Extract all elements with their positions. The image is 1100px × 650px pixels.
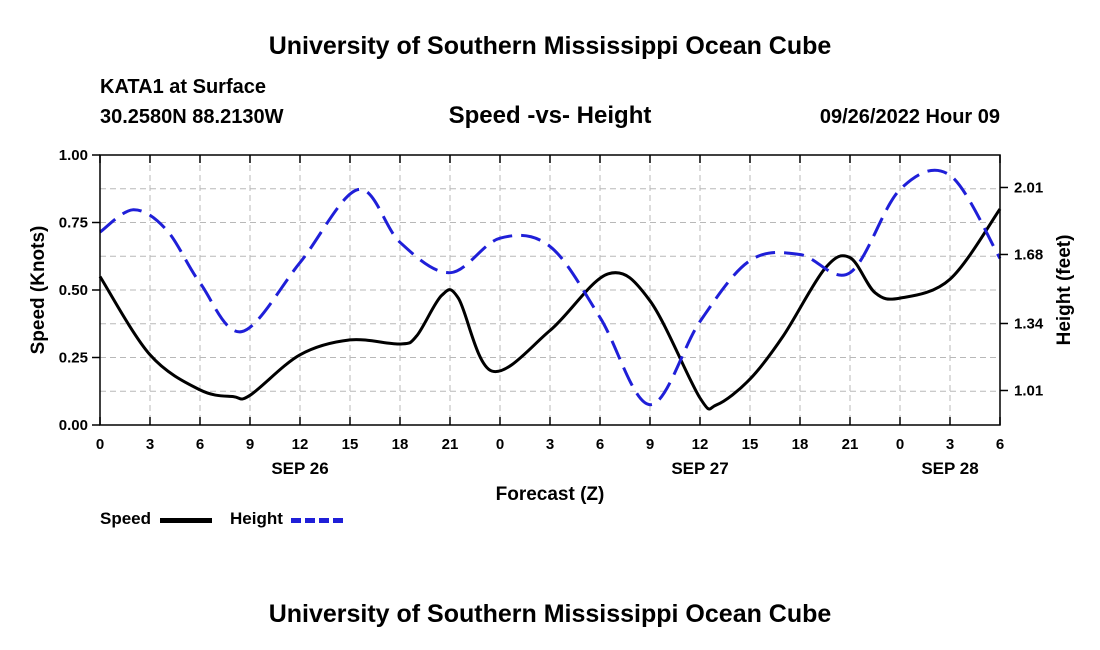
y-axis-left-title: Speed (Knots)	[28, 226, 49, 355]
y-axis-right-title: Height (feet)	[1054, 235, 1075, 346]
chart-title: Speed -vs- Height	[448, 102, 652, 129]
grid	[100, 155, 1000, 425]
x-day-label: SEP 26	[271, 459, 328, 478]
x-tick-label: 15	[342, 436, 359, 453]
x-day-label: SEP 27	[671, 459, 728, 478]
x-day-label: SEP 28	[921, 459, 978, 478]
x-tick-label: 9	[246, 436, 254, 453]
page-title-bottom: University of Southern Mississippi Ocean…	[268, 600, 832, 628]
station-label: KATA1 at Surface	[100, 76, 266, 98]
legend-height-label: Height	[230, 509, 283, 528]
x-tick-label: 6	[596, 436, 604, 453]
station-coordinates: 30.2580N 88.2130W	[100, 106, 284, 128]
x-tick-label: 3	[546, 436, 554, 453]
y-right-tick-label: 1.68	[1014, 246, 1043, 263]
x-tick-label: 3	[946, 436, 954, 453]
x-tick-label: 9	[646, 436, 654, 453]
x-tick-label: 21	[442, 436, 459, 453]
series-layer	[98, 168, 1002, 411]
y-left-tick-label: 0.25	[59, 350, 88, 367]
x-tick-label: 3	[146, 436, 154, 453]
height-series-line	[99, 168, 1002, 407]
y-left-tick-label: 0.75	[59, 215, 88, 232]
y-right-tick-label: 1.01	[1014, 382, 1043, 399]
x-axis-title: Forecast (Z)	[496, 484, 605, 505]
x-tick-label: 18	[792, 436, 809, 453]
legend-speed-swatch	[160, 518, 212, 523]
legend-speed-label: Speed	[100, 509, 152, 528]
x-tick-label: 12	[292, 436, 309, 453]
x-tick-label: 6	[196, 436, 204, 453]
chart-area: 0 3 6 9 12 15 18 21 0 3 6 9 12 15 18 21 0 3 6 SEP 26 SEP 27 S…	[28, 147, 1075, 505]
y-left-tick-label: 0.50	[59, 282, 88, 299]
x-tick-label: 15	[742, 436, 759, 453]
axes: 0 3 6 9 12 15 18 21 0 3 6 9 12 15 18 21 0 3 6 SEP 26 SEP 27 S…	[59, 147, 1044, 478]
x-tick-label: 18	[392, 436, 409, 453]
x-tick-label: 0	[496, 436, 504, 453]
forecast-date: 09/26/2022 Hour 09	[819, 106, 1000, 128]
y-right-tick-label: 1.34	[1014, 315, 1044, 332]
y-left-tick-label: 0.00	[59, 417, 88, 434]
page-title-top: University of Southern Mississippi Ocean…	[268, 32, 832, 60]
x-tick-label: 6	[996, 436, 1004, 453]
speed-series-line	[98, 208, 1002, 411]
legend-height-swatch	[291, 518, 343, 523]
x-tick-label: 0	[896, 436, 904, 453]
y-right-tick-label: 2.01	[1014, 179, 1043, 196]
y-left-tick-label: 1.00	[59, 147, 88, 164]
x-tick-label: 12	[692, 436, 709, 453]
x-tick-label: 0	[96, 436, 104, 453]
x-tick-label: 21	[842, 436, 859, 453]
